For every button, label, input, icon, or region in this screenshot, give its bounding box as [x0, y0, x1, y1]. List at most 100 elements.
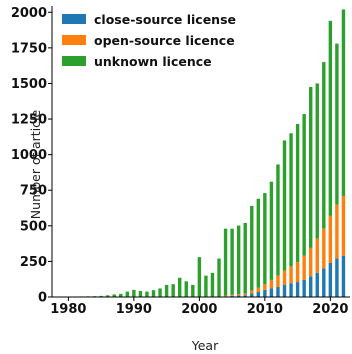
legend-label-open: open-source licence [94, 33, 235, 48]
y-ticks-group: 0 250 500 750 1000 1250 1500 1750 2000 [11, 6, 52, 306]
y-tick-label-750: 750 [20, 184, 47, 199]
bar-close-2019 [322, 268, 326, 297]
bar-unknown-1988 [119, 293, 123, 297]
bar-unknown-2000 [197, 257, 202, 297]
bar-unknown-1993 [151, 290, 156, 297]
bar-close-2021 [335, 258, 339, 297]
bar-close-2006 [236, 295, 241, 297]
bar-unknown-2016 [302, 114, 306, 256]
bar-unknown-1986 [105, 295, 110, 297]
bar-unknown-2020 [328, 20, 333, 216]
bar-open-2012 [276, 275, 280, 288]
bar-unknown-2007 [243, 222, 247, 294]
bar-unknown-2017 [309, 87, 313, 248]
bar-open-2009 [256, 287, 261, 293]
y-tick-label-2000: 2000 [11, 6, 47, 21]
y-tick-label-250: 250 [20, 255, 47, 270]
y-tick-label-500: 500 [20, 219, 47, 234]
bar-close-2022 [341, 255, 346, 297]
x-tick-label-2020: 2020 [312, 302, 348, 317]
bar-open-2021 [335, 204, 339, 259]
bar-unknown-1995 [164, 284, 169, 297]
y-tick-label-1750: 1750 [11, 41, 47, 56]
bar-open-2013 [282, 270, 287, 285]
x-tick-label-2010: 2010 [247, 302, 283, 317]
bar-unknown-2006 [236, 225, 241, 295]
bar-unknown-1994 [158, 288, 162, 297]
bar-unknown-1985 [99, 295, 103, 297]
bar-open-2008 [250, 290, 254, 294]
bar-unknown-2021 [335, 43, 339, 205]
bar-close-2012 [276, 287, 280, 297]
bar-unknown-1997 [178, 277, 182, 297]
bar-open-2018 [315, 238, 319, 273]
bar-unknown-1999 [191, 284, 195, 297]
bar-unknown-2022 [341, 9, 346, 196]
bar-unknown-2019 [322, 62, 326, 229]
y-axis-label: Number of article [28, 109, 43, 219]
bar-unknown-1989 [125, 291, 130, 297]
bar-close-2009 [256, 292, 261, 297]
bar-open-2017 [309, 247, 313, 277]
bar-open-2014 [289, 266, 293, 284]
bar-unknown-1991 [138, 291, 143, 297]
bar-unknown-1992 [145, 291, 149, 297]
bar-unknown-2013 [282, 140, 287, 271]
y-tick-label-1500: 1500 [11, 77, 47, 92]
bar-open-2004 [223, 295, 228, 297]
x-axis-label: Year [191, 338, 219, 353]
bar-close-2017 [309, 276, 313, 297]
legend-swatch-unknown [62, 56, 86, 66]
axes-group [51, 6, 350, 298]
bar-open-2005 [230, 294, 234, 296]
legend-label-unknown: unknown licence [94, 54, 212, 69]
bar-unknown-1998 [184, 281, 188, 297]
bar-unknown-2005 [230, 228, 234, 295]
bar-unknown-1990 [132, 289, 136, 297]
bar-close-2011 [269, 288, 274, 297]
bar-close-2005 [230, 295, 234, 297]
x-tick-label-1980: 1980 [50, 302, 86, 317]
bar-close-2010 [263, 289, 267, 297]
bar-unknown-2012 [276, 164, 280, 276]
legend-swatch-open [62, 35, 86, 45]
bar-unknown-2011 [269, 181, 274, 280]
bar-open-2019 [322, 228, 326, 269]
bar-unknown-2010 [263, 193, 267, 285]
x-tick-label-2000: 2000 [181, 302, 217, 317]
bar-close-2016 [302, 279, 306, 297]
y-tick-label-1250: 1250 [11, 113, 47, 128]
bar-unknown-2004 [223, 228, 228, 296]
bar-unknown-2009 [256, 198, 261, 288]
y-tick-label-1000: 1000 [11, 148, 47, 163]
bar-unknown-1996 [171, 284, 175, 297]
bar-close-2014 [289, 283, 293, 297]
bar-open-2011 [269, 279, 274, 289]
bar-close-2015 [295, 282, 300, 297]
bar-open-2006 [236, 294, 241, 296]
bar-close-2013 [282, 284, 287, 297]
bar-unknown-2003 [217, 258, 221, 297]
legend-label-close: close-source license [94, 12, 236, 27]
bar-open-2020 [328, 215, 333, 263]
bar-unknown-2002 [210, 272, 215, 297]
bar-unknown-2015 [295, 124, 300, 263]
bar-unknown-2014 [289, 133, 293, 267]
bar-close-2020 [328, 262, 333, 297]
bars-group [66, 9, 346, 298]
bar-open-2010 [263, 284, 267, 290]
legend-swatch-close [62, 14, 86, 24]
bar-open-2007 [243, 293, 247, 296]
bar-open-2015 [295, 262, 300, 283]
bar-open-2016 [302, 255, 306, 280]
bar-unknown-2008 [250, 205, 254, 291]
y-tick-label-0: 0 [38, 291, 47, 306]
bar-open-2022 [341, 195, 346, 256]
bar-close-2018 [315, 272, 319, 297]
bar-unknown-1987 [112, 294, 116, 297]
bar-close-2007 [243, 295, 247, 297]
legend: close-source license open-source licence u… [62, 12, 236, 69]
x-ticks-group: 1980 1990 2000 2010 2020 [50, 297, 348, 317]
bar-close-2008 [250, 293, 254, 297]
